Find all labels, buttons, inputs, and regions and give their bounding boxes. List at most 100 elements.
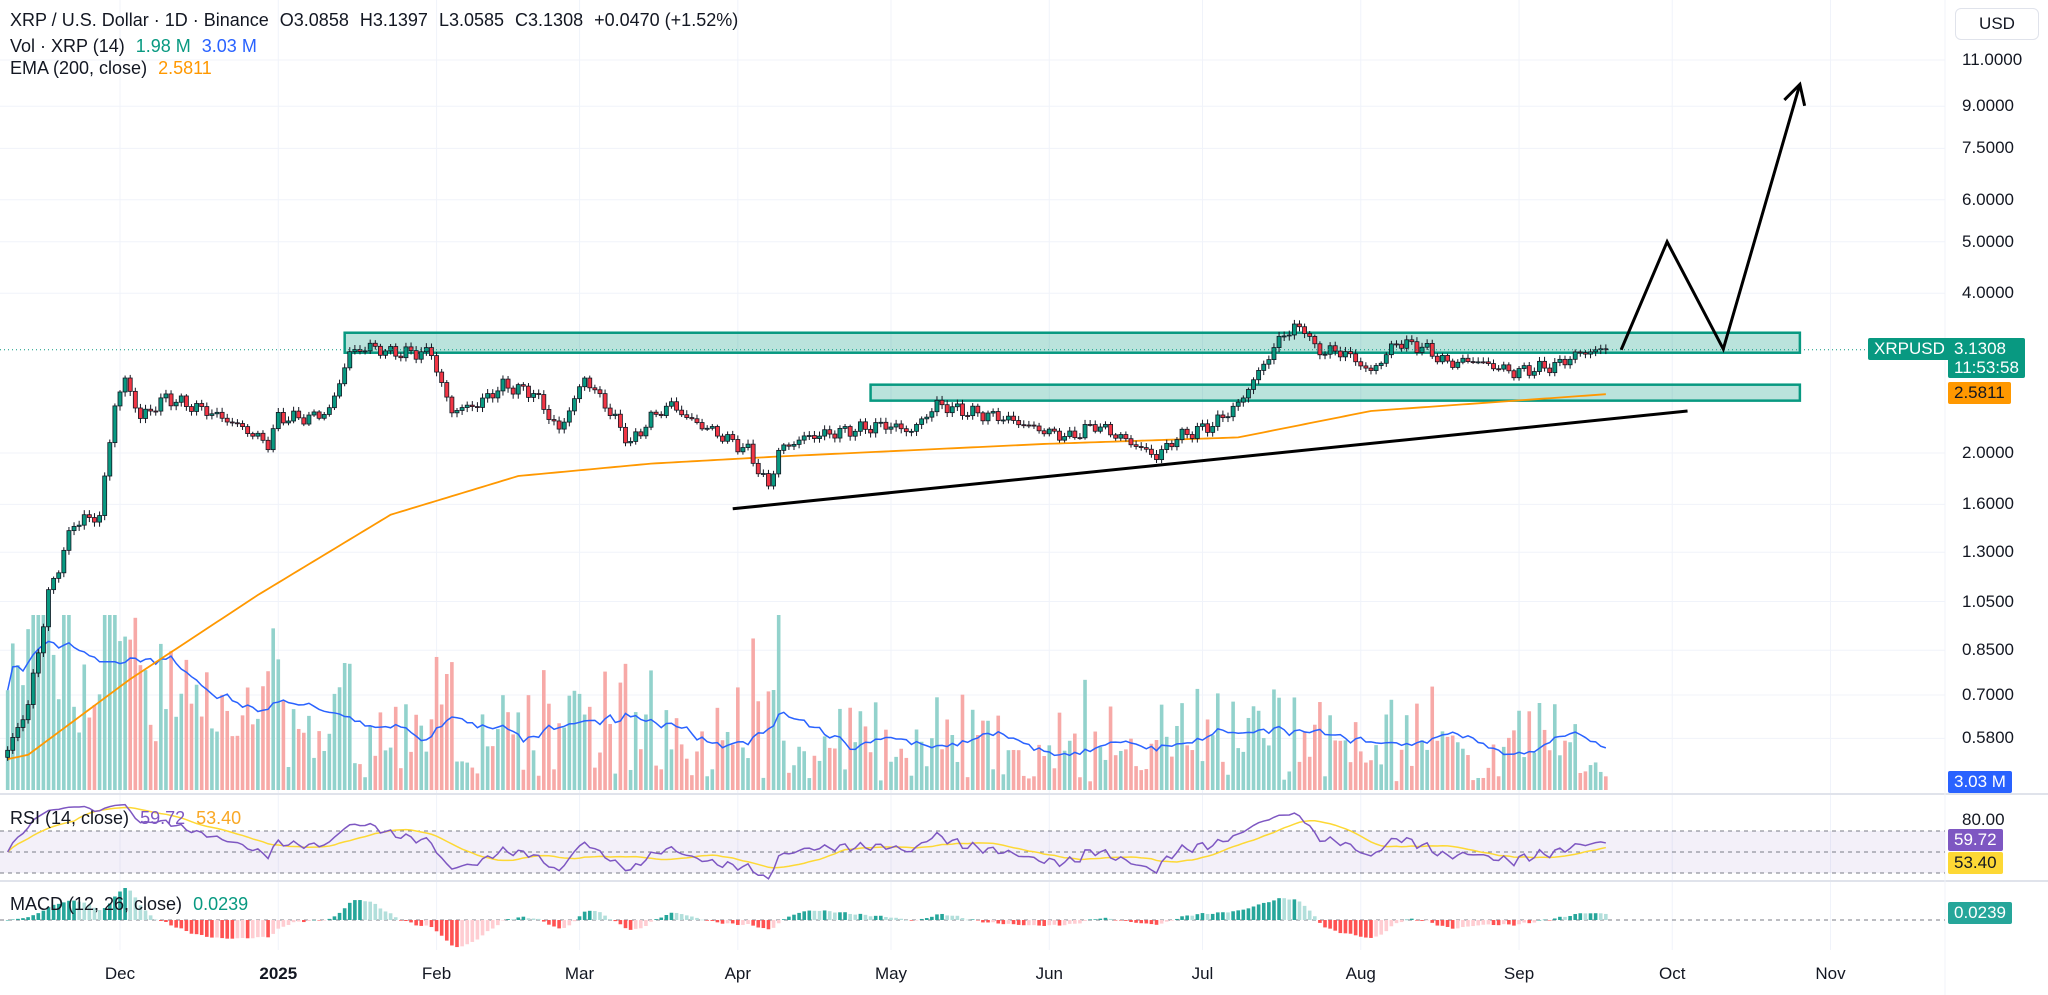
candle-up xyxy=(643,426,649,437)
volume-bar xyxy=(1440,731,1445,790)
ohlc-close: C3.1308 xyxy=(515,10,584,30)
volume-bar xyxy=(822,736,827,790)
macd-histogram-bar xyxy=(388,913,393,920)
volume-bar xyxy=(725,731,730,790)
volume-bar xyxy=(894,756,898,790)
volume-bar xyxy=(858,711,863,790)
macd-histogram-bar xyxy=(1461,920,1465,928)
volume-bar xyxy=(41,615,46,790)
volume-bar xyxy=(552,769,556,790)
macd-histogram-bar xyxy=(659,917,664,920)
candle-down xyxy=(944,404,950,414)
macd-histogram-bar xyxy=(598,912,602,920)
drawings[interactable] xyxy=(0,81,1945,511)
macd-histogram-bar xyxy=(741,920,745,925)
volume-bar xyxy=(1297,761,1302,790)
volume-bar xyxy=(1333,740,1338,790)
volume-bar xyxy=(143,670,148,790)
macd-histogram-bar xyxy=(271,920,275,934)
candle-down xyxy=(699,422,705,430)
volume-bar xyxy=(399,768,403,790)
macd-histogram-bar xyxy=(225,920,230,939)
candle-up xyxy=(852,430,858,437)
candle-down xyxy=(587,377,593,389)
volume-bar xyxy=(659,769,664,790)
macd-histogram-bar xyxy=(1343,920,1348,934)
volume-bar xyxy=(720,740,725,790)
volume-bar xyxy=(833,748,837,790)
macd-histogram-bar xyxy=(1226,912,1230,920)
candle-up xyxy=(347,351,353,369)
macd-histogram-bar xyxy=(608,919,612,920)
macd-histogram-bar xyxy=(1037,920,1041,926)
macd-histogram-bar xyxy=(587,910,592,920)
candle-up xyxy=(1383,354,1389,364)
candle-down xyxy=(1189,434,1195,439)
candle-up xyxy=(214,411,220,415)
volume-bar xyxy=(1180,703,1184,790)
volume-bar xyxy=(1410,765,1414,790)
candle-down xyxy=(245,426,251,434)
macd-histogram-bar xyxy=(1527,920,1532,924)
ema-value: 2.5811 xyxy=(158,58,212,78)
volume-bar xyxy=(302,732,306,790)
volume-legend[interactable]: Vol · XRP (14) 1.98 M 3.03 M xyxy=(10,36,263,57)
macd-histogram-bar xyxy=(1098,918,1103,920)
macd-legend[interactable]: MACD (12, 26, close) 0.0239 xyxy=(10,894,254,915)
volume-bar xyxy=(1389,699,1394,790)
macd-histogram-bar xyxy=(1563,916,1567,920)
candle-up xyxy=(633,431,639,442)
candle-down xyxy=(1332,345,1338,352)
macd-histogram-bar xyxy=(1410,918,1414,920)
volume-bar xyxy=(1491,744,1496,790)
volume-bar xyxy=(730,744,735,790)
candle-down xyxy=(199,403,205,407)
candle-up xyxy=(909,430,914,433)
candle-down xyxy=(1057,430,1062,441)
macd-histogram-bar xyxy=(720,920,725,924)
candle-down xyxy=(638,431,644,437)
candle-up xyxy=(1291,323,1297,336)
macd-histogram-bar xyxy=(77,901,81,920)
volume-bar xyxy=(1236,748,1241,790)
candle-down xyxy=(439,371,445,383)
candle-up xyxy=(582,377,588,388)
ema-legend[interactable]: EMA (200, close) 2.5811 xyxy=(10,58,218,79)
currency-button[interactable]: USD xyxy=(1955,8,2039,40)
volume-bar xyxy=(1149,743,1154,790)
date-tick-label: May xyxy=(874,964,908,983)
macd-histogram-bar xyxy=(986,920,990,923)
macd-histogram-bar xyxy=(787,916,791,920)
macd-histogram-bar xyxy=(1404,919,1409,921)
candle-down xyxy=(1128,438,1134,446)
candle-down xyxy=(235,422,240,425)
candle-down xyxy=(1154,454,1159,461)
candle-down xyxy=(1353,353,1359,363)
volume-bar xyxy=(1404,715,1409,790)
symbol-legend[interactable]: XRP / U.S. Dollar · 1D · Binance O3.0858… xyxy=(10,10,744,31)
candle-down xyxy=(658,413,664,416)
rsi-legend[interactable]: RSI (14, close) 59.72 53.40 xyxy=(10,808,247,829)
drawing-zones[interactable] xyxy=(343,331,1802,402)
volume-bar xyxy=(1394,781,1399,790)
macd-histogram-bar xyxy=(1358,920,1363,937)
candle-down xyxy=(1465,357,1471,362)
macd-histogram-bar xyxy=(1215,912,1220,920)
volume-bar xyxy=(138,665,143,790)
candle-down xyxy=(975,405,981,414)
candle-up xyxy=(934,399,940,413)
volume-bar xyxy=(1522,757,1526,790)
volume-bar xyxy=(1016,750,1021,790)
rsi-line xyxy=(7,803,1606,880)
volume-bar xyxy=(598,752,602,790)
candle-down xyxy=(1450,360,1456,368)
volume-bar xyxy=(812,755,817,790)
volume-bar xyxy=(766,691,771,790)
volume-bar xyxy=(741,747,745,790)
candle-down xyxy=(510,387,516,395)
volume-bar xyxy=(82,664,87,790)
volume-bar xyxy=(1246,717,1251,790)
macd-histogram-bar xyxy=(552,920,556,927)
macd-histogram-bar xyxy=(547,920,551,925)
